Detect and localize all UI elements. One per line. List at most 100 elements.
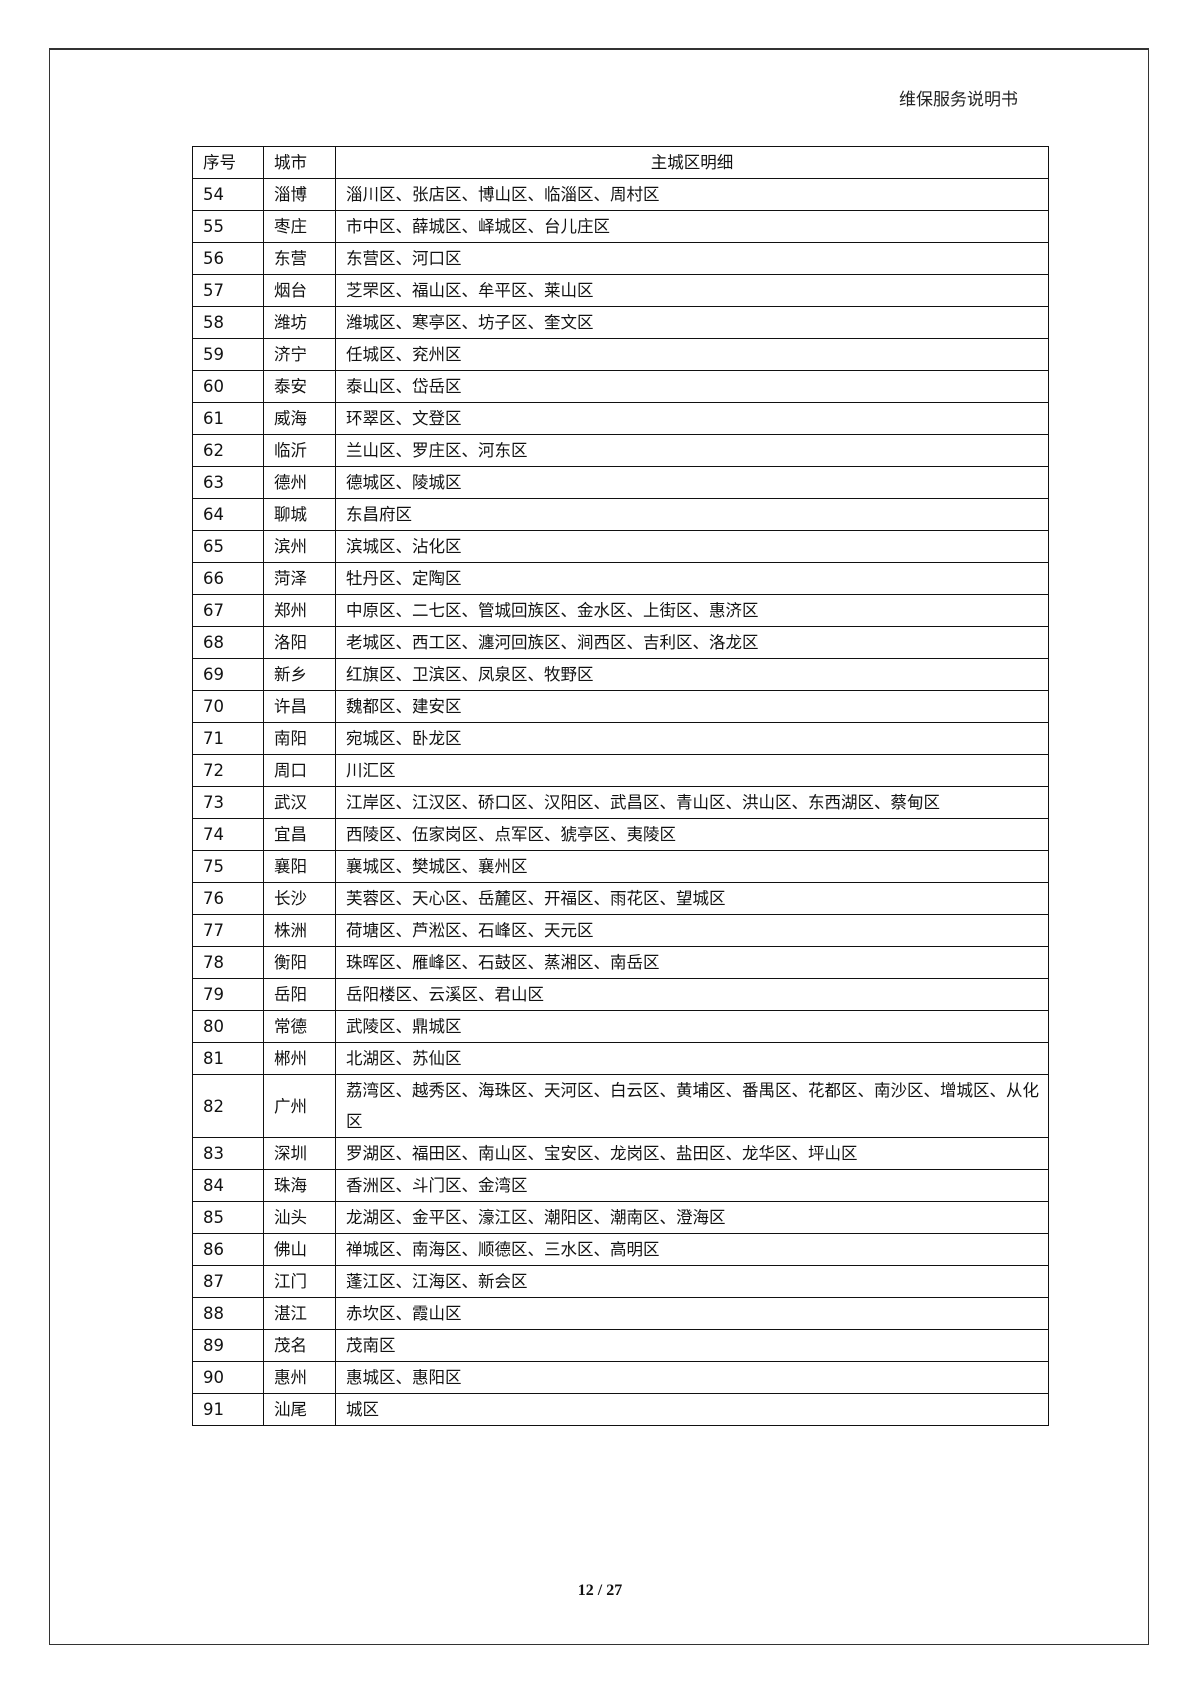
row-index: 74 [192, 818, 264, 851]
table-row: 75 襄阳 襄城区、樊城区、襄州区 [192, 850, 1049, 883]
row-index: 57 [192, 274, 264, 307]
row-index: 77 [192, 914, 264, 947]
row-districts: 江岸区、江汉区、硚口区、汉阳区、武昌区、青山区、洪山区、东西湖区、蔡甸区 [335, 786, 1049, 819]
table-row: 71 南阳 宛城区、卧龙区 [192, 722, 1049, 755]
row-city: 郑州 [263, 594, 336, 627]
row-districts: 任城区、兖州区 [335, 338, 1049, 371]
row-districts: 芝罘区、福山区、牟平区、莱山区 [335, 274, 1049, 307]
row-city: 株洲 [263, 914, 336, 947]
table-row: 76 长沙 芙蓉区、天心区、岳麓区、开福区、雨花区、望城区 [192, 882, 1049, 915]
table-row: 66 菏泽 牡丹区、定陶区 [192, 562, 1049, 595]
row-index: 83 [192, 1137, 264, 1170]
row-city: 枣庄 [263, 210, 336, 243]
row-index: 67 [192, 594, 264, 627]
row-index: 81 [192, 1042, 264, 1075]
row-districts: 宛城区、卧龙区 [335, 722, 1049, 755]
row-city: 潍坊 [263, 306, 336, 339]
table-row: 77 株洲 荷塘区、芦淞区、石峰区、天元区 [192, 914, 1049, 947]
table-row: 86 佛山 禅城区、南海区、顺德区、三水区、高明区 [192, 1233, 1049, 1266]
table-row: 89 茂名 茂南区 [192, 1329, 1049, 1362]
row-city: 衡阳 [263, 946, 336, 979]
table-row: 74 宜昌 西陵区、伍家岗区、点军区、猇亭区、夷陵区 [192, 818, 1049, 851]
table-row: 85 汕头 龙湖区、金平区、濠江区、潮阳区、潮南区、澄海区 [192, 1201, 1049, 1234]
table-row: 73 武汉 江岸区、江汉区、硚口区、汉阳区、武昌区、青山区、洪山区、东西湖区、蔡甸区 [192, 786, 1049, 819]
row-districts: 牡丹区、定陶区 [335, 562, 1049, 595]
row-index: 73 [192, 786, 264, 819]
table-row: 55 枣庄 市中区、薛城区、峄城区、台儿庄区 [192, 210, 1049, 243]
table-row: 87 江门 蓬江区、江海区、新会区 [192, 1265, 1049, 1298]
row-city: 襄阳 [263, 850, 336, 883]
table-row: 88 湛江 赤坎区、霞山区 [192, 1297, 1049, 1330]
row-city: 广州 [263, 1074, 336, 1138]
row-index: 59 [192, 338, 264, 371]
row-city: 岳阳 [263, 978, 336, 1011]
row-city: 茂名 [263, 1329, 336, 1362]
row-city: 泰安 [263, 370, 336, 403]
table-row: 91 汕尾 城区 [192, 1393, 1049, 1426]
table-row: 83 深圳 罗湖区、福田区、南山区、宝安区、龙岗区、盐田区、龙华区、坪山区 [192, 1137, 1049, 1170]
row-districts: 茂南区 [335, 1329, 1049, 1362]
row-index: 70 [192, 690, 264, 723]
row-districts: 魏都区、建安区 [335, 690, 1049, 723]
row-districts: 荷塘区、芦淞区、石峰区、天元区 [335, 914, 1049, 947]
row-districts: 环翠区、文登区 [335, 402, 1049, 435]
row-city: 威海 [263, 402, 336, 435]
page-border [49, 48, 1149, 1645]
row-city: 汕头 [263, 1201, 336, 1234]
table-row: 63 德州 德城区、陵城区 [192, 466, 1049, 499]
row-districts: 淄川区、张店区、博山区、临淄区、周村区 [335, 178, 1049, 211]
row-index: 68 [192, 626, 264, 659]
row-districts: 香洲区、斗门区、金湾区 [335, 1169, 1049, 1202]
row-index: 76 [192, 882, 264, 915]
row-index: 71 [192, 722, 264, 755]
row-index: 72 [192, 754, 264, 787]
column-header-districts: 主城区明细 [335, 146, 1049, 179]
row-districts: 龙湖区、金平区、濠江区、潮阳区、潮南区、澄海区 [335, 1201, 1049, 1234]
row-index: 66 [192, 562, 264, 595]
row-city: 济宁 [263, 338, 336, 371]
row-index: 90 [192, 1361, 264, 1394]
row-index: 56 [192, 242, 264, 275]
row-index: 80 [192, 1010, 264, 1043]
table-header-row: 序号 城市 主城区明细 [192, 146, 1049, 179]
row-districts: 城区 [335, 1393, 1049, 1426]
column-header-index: 序号 [192, 146, 264, 179]
row-districts: 西陵区、伍家岗区、点军区、猇亭区、夷陵区 [335, 818, 1049, 851]
page-separator: / [597, 1582, 603, 1599]
table-row: 81 郴州 北湖区、苏仙区 [192, 1042, 1049, 1075]
row-index: 62 [192, 434, 264, 467]
row-city: 滨州 [263, 530, 336, 563]
row-index: 63 [192, 466, 264, 499]
row-index: 65 [192, 530, 264, 563]
row-districts: 禅城区、南海区、顺德区、三水区、高明区 [335, 1233, 1049, 1266]
page-number: 12 / 27 [0, 1582, 1200, 1600]
table-row: 65 滨州 滨城区、沾化区 [192, 530, 1049, 563]
row-districts: 川汇区 [335, 754, 1049, 787]
row-districts: 老城区、西工区、瀍河回族区、涧西区、吉利区、洛龙区 [335, 626, 1049, 659]
row-index: 78 [192, 946, 264, 979]
table-row: 54 淄博 淄川区、张店区、博山区、临淄区、周村区 [192, 178, 1049, 211]
row-city: 东营 [263, 242, 336, 275]
row-districts: 赤坎区、霞山区 [335, 1297, 1049, 1330]
row-index: 87 [192, 1265, 264, 1298]
table-row: 68 洛阳 老城区、西工区、瀍河回族区、涧西区、吉利区、洛龙区 [192, 626, 1049, 659]
table-row: 56 东营 东营区、河口区 [192, 242, 1049, 275]
row-districts: 北湖区、苏仙区 [335, 1042, 1049, 1075]
row-districts: 红旗区、卫滨区、凤泉区、牧野区 [335, 658, 1049, 691]
row-city: 烟台 [263, 274, 336, 307]
table-row: 62 临沂 兰山区、罗庄区、河东区 [192, 434, 1049, 467]
row-districts: 德城区、陵城区 [335, 466, 1049, 499]
row-index: 54 [192, 178, 264, 211]
row-districts: 泰山区、岱岳区 [335, 370, 1049, 403]
row-city: 佛山 [263, 1233, 336, 1266]
row-city: 珠海 [263, 1169, 336, 1202]
row-districts: 芙蓉区、天心区、岳麓区、开福区、雨花区、望城区 [335, 882, 1049, 915]
row-districts: 潍城区、寒亭区、坊子区、奎文区 [335, 306, 1049, 339]
column-header-city: 城市 [263, 146, 336, 179]
row-index: 91 [192, 1393, 264, 1426]
row-districts: 中原区、二七区、管城回族区、金水区、上街区、惠济区 [335, 594, 1049, 627]
total-pages: 27 [606, 1582, 623, 1599]
row-city: 德州 [263, 466, 336, 499]
row-index: 86 [192, 1233, 264, 1266]
row-city: 湛江 [263, 1297, 336, 1330]
